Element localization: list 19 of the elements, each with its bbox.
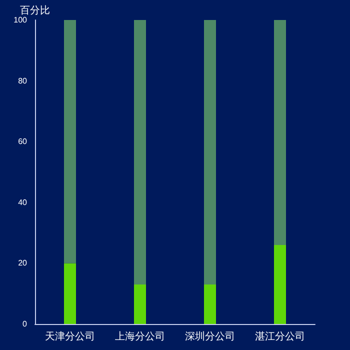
bar <box>274 20 286 245</box>
y-tick-label: 100 <box>14 16 28 24</box>
bar <box>274 244 286 324</box>
bar <box>134 20 146 284</box>
y-tick-label: 0 <box>22 320 28 328</box>
bar <box>204 284 216 324</box>
bar <box>204 20 216 284</box>
y-tick-label: 20 <box>18 258 28 268</box>
y-tick-label: 80 <box>18 76 28 86</box>
y-tick-label: 60 <box>18 137 28 146</box>
x-tick-label: 湛江分公司 <box>255 330 305 342</box>
y-axis-title: 百分比 <box>20 4 50 17</box>
x-tick-label: 深圳分公司 <box>185 330 235 342</box>
x-tick-label: 天津分公司 <box>45 330 95 342</box>
bar <box>64 20 76 264</box>
y-tick-label: 40 <box>18 198 28 207</box>
bar <box>64 263 76 324</box>
bar <box>134 284 146 324</box>
x-tick-label: 上海分公司 <box>115 330 165 342</box>
